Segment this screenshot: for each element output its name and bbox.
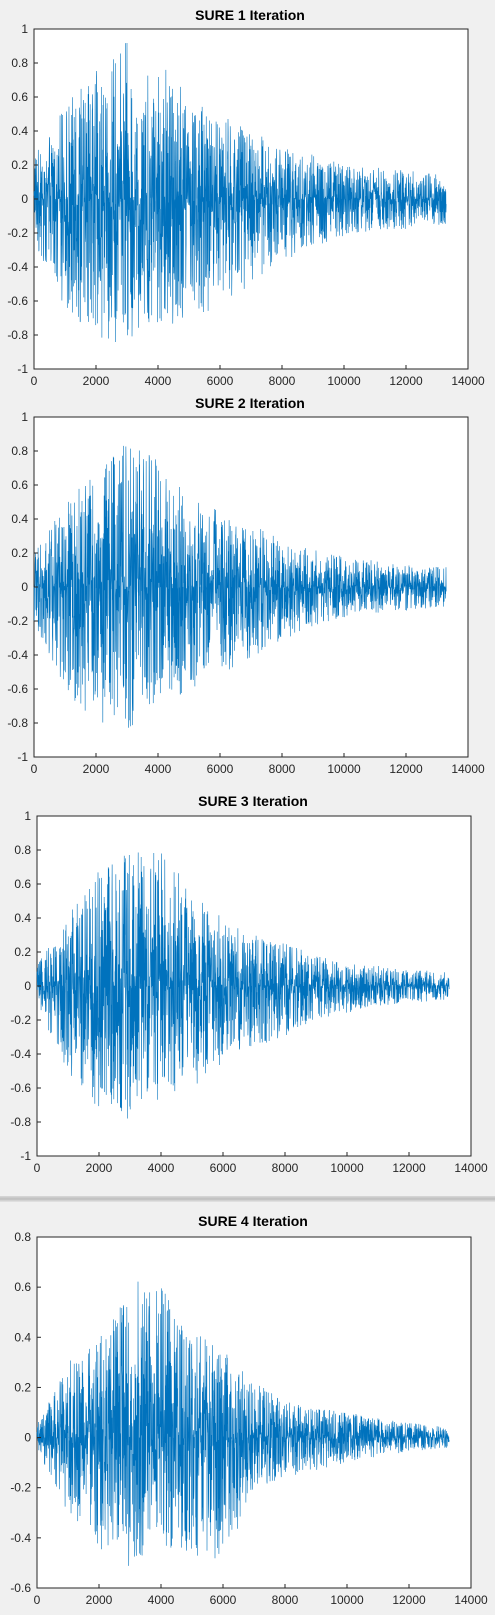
chart-3: SURE 3 Iteration 0 2000 4000 6000 8000 10000 1… — [10, 793, 488, 1172]
y-tick-label: -0.8 — [7, 716, 28, 730]
x-tick-label: 8000 — [269, 374, 296, 388]
chart-title: SURE 3 Iteration — [198, 793, 308, 809]
x-ticks: 0 2000 4000 6000 8000 10000 12000 14000 — [34, 1152, 488, 1172]
y-tick-label: -1 — [17, 362, 28, 376]
x-tick-label: 12000 — [392, 1161, 426, 1172]
chart-title: SURE 2 Iteration — [195, 395, 305, 411]
y-tick-label: -0.8 — [10, 1115, 31, 1129]
signal-line — [33, 445, 447, 728]
y-tick-label: 0.8 — [11, 444, 28, 458]
x-tick-label: 4000 — [148, 1161, 175, 1172]
x-tick-label: 6000 — [207, 374, 234, 388]
x-tick-label: 10000 — [330, 1593, 364, 1607]
x-tick-label: 12000 — [389, 762, 423, 776]
y-ticks: -0.6 -0.4 -0.2 0 0.2 0.4 0.6 0.8 — [10, 1230, 41, 1595]
y-tick-label: -0.6 — [7, 682, 28, 696]
y-tick-label: 0 — [24, 1431, 31, 1445]
y-tick-label: 0 — [21, 580, 28, 594]
x-ticks: 0 2000 4000 6000 8000 10000 12000 14000 — [31, 365, 485, 388]
x-tick-label: 0 — [34, 1593, 41, 1607]
x-tick-label: 8000 — [269, 762, 296, 776]
y-tick-label: -0.8 — [7, 328, 28, 342]
x-tick-label: 14000 — [454, 1161, 488, 1172]
y-tick-label: -1 — [20, 1149, 31, 1163]
y-tick-label: -0.6 — [10, 1581, 31, 1595]
signal-line — [36, 852, 450, 1119]
y-tick-label: 0.6 — [11, 90, 28, 104]
y-tick-label: 1 — [24, 809, 31, 823]
y-tick-label: 1 — [21, 22, 28, 36]
y-tick-label: 1 — [21, 410, 28, 424]
y-tick-label: 0.4 — [14, 911, 31, 925]
x-tick-label: 2000 — [86, 1593, 113, 1607]
y-tick-label: 0.8 — [14, 843, 31, 857]
chart-1: SURE 1 Iteration 0 2000 4000 6000 8000 10000 1… — [7, 7, 485, 388]
y-tick-label: -0.2 — [10, 1481, 31, 1495]
x-tick-label: 4000 — [145, 374, 172, 388]
x-tick-label: 0 — [31, 374, 38, 388]
x-tick-label: 2000 — [83, 374, 110, 388]
y-tick-label: 0.2 — [11, 158, 28, 172]
y-tick-label: -0.6 — [7, 294, 28, 308]
chart-panel-4: SURE 4 Iteration 0 2000 4000 6000 8000 10000 1… — [0, 1204, 495, 1615]
x-tick-label: 10000 — [327, 762, 361, 776]
chart-panel-3: SURE 3 Iteration 0 2000 4000 6000 8000 10000 1… — [0, 786, 495, 1172]
x-tick-label: 6000 — [210, 1593, 237, 1607]
y-tick-label: 0.2 — [14, 1380, 31, 1394]
chart-panel-1: SURE 1 Iteration 0 2000 4000 6000 8000 10000 1… — [0, 0, 495, 389]
y-tick-label: -0.2 — [10, 1013, 31, 1027]
chart-title: SURE 4 Iteration — [198, 1213, 308, 1229]
y-tick-label: 0.2 — [14, 945, 31, 959]
y-tick-label: -0.6 — [10, 1081, 31, 1095]
x-tick-label: 0 — [34, 1161, 41, 1172]
y-ticks: -1 -0.8 -0.6 -0.4 -0.2 0 0.2 0.4 0.6 0.8 1 — [7, 410, 38, 764]
x-tick-label: 4000 — [145, 762, 172, 776]
y-tick-label: 0.8 — [11, 56, 28, 70]
x-ticks: 0 2000 4000 6000 8000 10000 12000 14000 — [34, 1584, 488, 1607]
panel-splitter[interactable] — [0, 1196, 495, 1202]
y-ticks: -1 -0.8 -0.6 -0.4 -0.2 0 0.2 0.4 0.6 0.8 1 — [10, 809, 41, 1163]
x-tick-label: 10000 — [330, 1161, 364, 1172]
x-tick-label: 12000 — [392, 1593, 426, 1607]
x-tick-label: 2000 — [86, 1161, 113, 1172]
y-tick-label: 0.4 — [14, 1330, 31, 1344]
x-tick-label: 6000 — [207, 762, 234, 776]
x-ticks: 0 2000 4000 6000 8000 10000 12000 14000 — [31, 753, 485, 776]
y-tick-label: -1 — [17, 750, 28, 764]
y-tick-label: 0.4 — [11, 124, 28, 138]
chart-2: SURE 2 Iteration 0 2000 4000 6000 8000 10000 1… — [7, 395, 485, 776]
y-tick-label: 0.6 — [14, 877, 31, 891]
y-tick-label: -0.4 — [7, 260, 28, 274]
chart-title: SURE 1 Iteration — [195, 7, 305, 23]
x-tick-label: 14000 — [451, 762, 485, 776]
y-tick-label: 0.8 — [14, 1230, 31, 1244]
y-ticks: -1 -0.8 -0.6 -0.4 -0.2 0 0.2 0.4 0.6 0.8 1 — [7, 22, 38, 376]
y-tick-label: -0.4 — [7, 648, 28, 662]
signal-line — [33, 42, 447, 342]
y-tick-label: 0.2 — [11, 546, 28, 560]
y-tick-label: -0.2 — [7, 614, 28, 628]
x-tick-label: 2000 — [83, 762, 110, 776]
y-tick-label: -0.4 — [10, 1047, 31, 1061]
x-tick-label: 14000 — [451, 374, 485, 388]
y-tick-label: 0.4 — [11, 512, 28, 526]
y-tick-label: -0.4 — [10, 1531, 31, 1545]
x-tick-label: 0 — [31, 762, 38, 776]
y-tick-label: 0 — [24, 979, 31, 993]
chart-panel-2: SURE 2 Iteration 0 2000 4000 6000 8000 10000 1… — [0, 392, 495, 784]
x-tick-label: 14000 — [454, 1593, 488, 1607]
x-tick-label: 8000 — [272, 1593, 299, 1607]
x-tick-label: 8000 — [272, 1161, 299, 1172]
y-tick-label: 0.6 — [11, 478, 28, 492]
signal-line — [36, 1281, 450, 1566]
x-tick-label: 4000 — [148, 1593, 175, 1607]
y-tick-label: 0 — [21, 192, 28, 206]
x-tick-label: 6000 — [210, 1161, 237, 1172]
x-tick-label: 12000 — [389, 374, 423, 388]
y-tick-label: -0.2 — [7, 226, 28, 240]
y-tick-label: 0.6 — [14, 1280, 31, 1294]
x-tick-label: 10000 — [327, 374, 361, 388]
chart-4: SURE 4 Iteration 0 2000 4000 6000 8000 10000 1… — [10, 1213, 488, 1607]
